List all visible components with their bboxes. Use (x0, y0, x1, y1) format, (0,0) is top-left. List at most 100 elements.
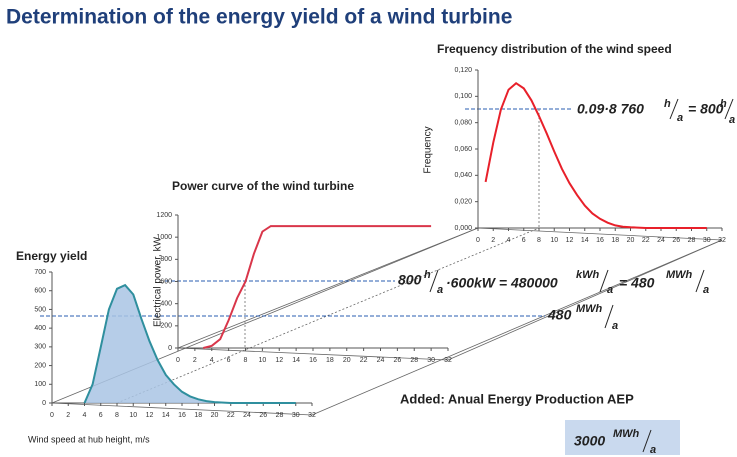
x-tick-label: 12 (146, 412, 154, 419)
slash (604, 304, 614, 329)
slash (429, 269, 439, 293)
formula-text: h (664, 98, 671, 110)
formula-text: 800 (398, 272, 422, 288)
y-tick-label: 0 (42, 400, 46, 407)
x-tick-label: 2 (491, 237, 495, 244)
x-tick-label: 12 (566, 237, 574, 244)
x-tick-label: 16 (309, 357, 317, 364)
x-tick-label: 32 (444, 357, 452, 364)
x-axis-label: Wind speed at hub height, m/s (28, 434, 150, 444)
x-tick-label: 32 (308, 412, 316, 419)
formula-text: MWh (576, 303, 603, 315)
x-tick-label: 20 (211, 412, 219, 419)
line (484, 81, 707, 229)
y-tick-label: 1000 (156, 234, 172, 241)
x-tick-label: 0 (50, 412, 54, 419)
slash (642, 429, 652, 453)
y-tick-label: 700 (34, 269, 46, 276)
x-tick-label: 28 (688, 237, 696, 244)
formula-text: h (424, 269, 431, 281)
y-tick-label: 600 (160, 278, 172, 285)
slash (669, 98, 679, 120)
formula-text: h (720, 98, 727, 110)
x-tick-label: 26 (393, 357, 401, 364)
x-tick-label: 18 (326, 357, 334, 364)
x-tick-label: 26 (672, 237, 680, 244)
chart-title: Power curve of the wind turbine (172, 179, 354, 193)
line (83, 283, 296, 404)
y-tick-label: 100 (34, 381, 46, 388)
x-tick-label: 8 (244, 357, 248, 364)
y-tick-label: 200 (34, 362, 46, 369)
x-tick-label: 24 (243, 412, 251, 419)
x-tick-label: 6 (522, 237, 526, 244)
x-tick-label: 22 (642, 237, 650, 244)
x-tick-label: 20 (627, 237, 635, 244)
x-tick-label: 10 (258, 357, 266, 364)
x-tick-label: 30 (427, 357, 435, 364)
x-tick-label: 30 (292, 412, 300, 419)
aep-text: MWh (613, 428, 640, 440)
x-tick-label: 6 (99, 412, 103, 419)
formula-text: ·600kW = 480000 (446, 275, 558, 291)
slash (599, 269, 609, 293)
x-tick-label: 20 (343, 357, 351, 364)
formula-text: a (612, 320, 618, 332)
formula-text: a (729, 114, 735, 126)
aep-box (565, 420, 680, 455)
chart-title: Energy yield (16, 249, 87, 263)
x-tick-label: 0 (176, 357, 180, 364)
y-tick-label: 600 (34, 288, 46, 295)
formula-3: 480 MWh a (547, 303, 618, 332)
x-tick-label: 4 (507, 237, 511, 244)
y-tick-label: 0,080 (454, 120, 472, 127)
y-tick-label: 200 (160, 323, 172, 330)
formula-text: a (703, 284, 709, 296)
x-tick-label: 10 (129, 412, 137, 419)
y-tick-label: 400 (160, 301, 172, 308)
x-tick-label: 2 (66, 412, 70, 419)
formula-2: 800 h a ·600kW = 480000 kWh a = 480 MWh … (398, 269, 709, 296)
area (84, 285, 296, 403)
x-tick-label: 26 (259, 412, 267, 419)
line (203, 225, 432, 349)
x-tick-label: 8 (115, 412, 119, 419)
formula-text: 480 (547, 307, 572, 323)
formula-text: a (437, 284, 443, 296)
formula-text: kWh (576, 269, 600, 281)
x-tick-label: 30 (703, 237, 711, 244)
y-tick-label: 0,060 (454, 146, 472, 153)
y-axis-label: Electrical power, kW (153, 236, 164, 327)
x-tick-label: 24 (377, 357, 385, 364)
y-tick-label: 0 (168, 345, 172, 352)
y-tick-label: 800 (160, 256, 172, 263)
chart-title: Frequency distribution of the wind speed (437, 42, 672, 56)
x-tick-label: 28 (410, 357, 418, 364)
x-tick-label: 22 (360, 357, 368, 364)
x-tick-label: 16 (178, 412, 186, 419)
x-tick-label: 22 (227, 412, 235, 419)
x-tick-label: 32 (718, 237, 726, 244)
formula-text: 0.09·8 760 (577, 101, 644, 117)
aep-text: a (650, 444, 656, 456)
formula-1: 0.09·8 760 h a = 800 h a (577, 98, 735, 126)
aep-text: 3000 (574, 433, 605, 449)
formula-text: = 800 (688, 101, 724, 117)
slide-title: Determination of the energy yield of a w… (6, 6, 512, 29)
x-tick-label: 8 (537, 237, 541, 244)
y-tick-label: 500 (34, 306, 46, 313)
x-tick-label: 12 (275, 357, 283, 364)
y-tick-label: 400 (34, 325, 46, 332)
aep-label: Added: Anual Energy Production AEP (400, 391, 634, 406)
x-tick-label: 6 (227, 357, 231, 364)
x-tick-label: 18 (611, 237, 619, 244)
formula-text: = 480 (619, 275, 655, 291)
x-tick-label: 4 (83, 412, 87, 419)
formula-text: MWh (666, 269, 693, 281)
y-tick-label: 0,020 (454, 199, 472, 206)
x-tick-label: 10 (550, 237, 558, 244)
formula-text: a (677, 112, 683, 124)
y-tick-label: 0,120 (454, 67, 472, 74)
y-tick-label: 0,040 (454, 172, 472, 179)
